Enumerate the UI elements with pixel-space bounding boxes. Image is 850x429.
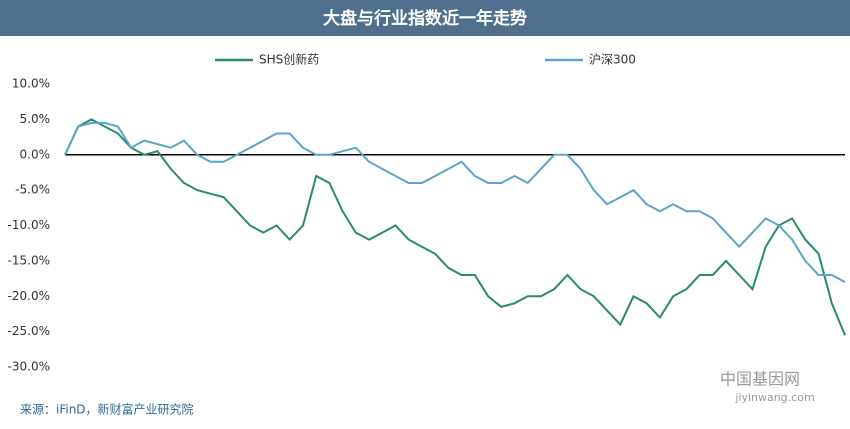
legend-label: SHS创新药 <box>259 52 319 67</box>
y-tick-label: 10.0% <box>12 77 50 91</box>
y-tick-label: -25.0% <box>8 324 50 338</box>
y-tick-label: -20.0% <box>8 289 50 303</box>
y-tick-label: -5.0% <box>15 183 50 197</box>
y-tick-label: 5.0% <box>20 112 51 126</box>
y-tick-label: 0.0% <box>20 147 51 161</box>
y-tick-label: -15.0% <box>8 253 50 267</box>
y-tick-label: -10.0% <box>8 218 50 232</box>
chart-title: 大盘与行业指数近一年走势 <box>323 8 527 29</box>
series-line <box>64 121 846 283</box>
watermark-url: jiyinwang.com <box>734 391 814 404</box>
watermark: 中国基因网 <box>720 370 800 389</box>
legend-label: 沪深300 <box>589 53 636 67</box>
source: 来源：iFinD，新财富产业研究院 <box>20 402 194 417</box>
series-line <box>64 118 846 336</box>
y-tick-label: -30.0% <box>8 360 50 374</box>
title-bar <box>0 0 850 36</box>
